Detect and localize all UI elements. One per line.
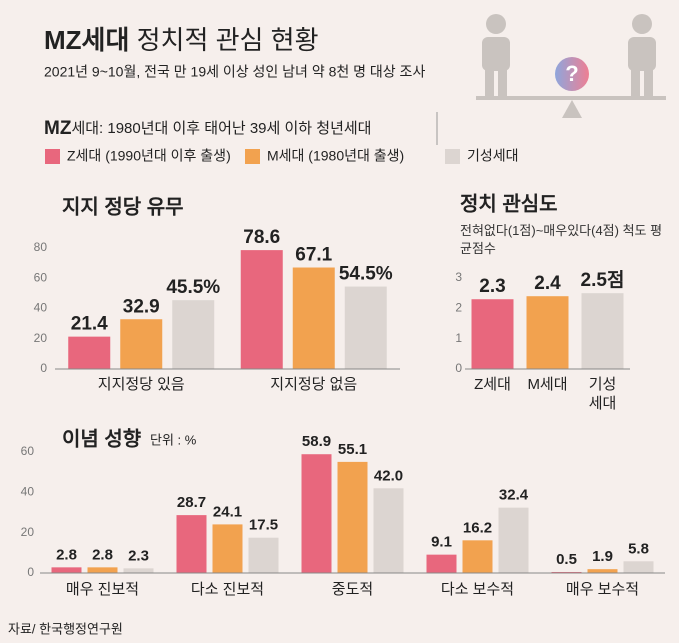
value-label: 2.8 (92, 546, 113, 563)
bar (87, 567, 118, 573)
value-label: 55.1 (338, 441, 367, 458)
bar (581, 293, 624, 369)
value-label: 2.4 (534, 273, 561, 294)
bar (526, 296, 569, 369)
value-label: 32.9 (123, 296, 160, 317)
unit-label: 단위 : % (150, 432, 197, 447)
y-tick-label: 40 (34, 301, 48, 315)
x-tick-label: 매우 보수적 (565, 581, 640, 598)
bar (176, 515, 207, 573)
y-tick-label: 60 (21, 444, 35, 458)
legend-label: 기성세대 (467, 148, 519, 164)
bar (426, 554, 457, 573)
bar (462, 540, 493, 573)
value-label: 45.5% (166, 277, 220, 298)
value-label: 2.8 (56, 546, 77, 563)
value-label: 21.4 (71, 314, 108, 335)
value-label: 2.3 (128, 547, 149, 564)
y-tick-label: 2 (455, 301, 462, 315)
value-label: 54.5% (339, 264, 393, 285)
y-tick-label: 3 (455, 270, 462, 284)
bar (373, 488, 404, 573)
value-label: 2.3 (479, 276, 505, 297)
bar (337, 461, 368, 573)
bar (68, 336, 111, 369)
title-bold: MZ세대 (44, 25, 129, 55)
value-label: 67.1 (295, 245, 332, 266)
y-tick-label: 20 (21, 525, 35, 539)
x-tick-label: 지지정당 없음 (270, 376, 358, 393)
y-tick-label: 0 (455, 361, 462, 375)
x-tick-label: 지지정당 있음 (97, 376, 185, 393)
y-tick-label: 1 (455, 331, 462, 345)
title-rest: 정치적 관심 현황 (137, 25, 319, 55)
value-label: 9.1 (431, 534, 452, 551)
bar (51, 567, 82, 573)
bar (471, 299, 514, 369)
legend-label: M세대 (1980년대 출생) (267, 148, 404, 164)
icon-text: ? (565, 61, 578, 86)
legend-note-rest: 세대: 1980년대 이후 태어난 39세 이하 청년세대 (71, 120, 371, 137)
y-tick-label: 80 (34, 240, 48, 254)
bar (551, 571, 582, 573)
y-tick-label: 0 (40, 361, 47, 375)
value-label: 17.5 (249, 517, 278, 534)
value-label: 24.1 (213, 503, 242, 520)
legend-swatch (445, 149, 460, 164)
x-tick-label: 다소 진보적 (190, 581, 265, 598)
chart-title: 정치 관심도 (460, 192, 558, 215)
y-tick-label: 20 (34, 331, 48, 345)
legend-note-bold: MZ (44, 118, 72, 139)
y-tick-label: 60 (34, 270, 48, 284)
bar (498, 507, 529, 573)
chart-title: 지지 정당 유무 (62, 195, 184, 218)
value-label: 42.0 (374, 467, 403, 484)
icon-circle (555, 57, 589, 91)
bar (623, 561, 654, 573)
x-tick-label: M세대 (527, 376, 568, 393)
x-tick-label: 다소 보수적 (440, 581, 515, 598)
icon (476, 14, 666, 118)
value-label: 58.9 (302, 433, 331, 450)
bar (240, 250, 283, 369)
source: 자료/ 한국행정연구원 (8, 621, 123, 636)
bar (123, 568, 154, 573)
legend-swatch (45, 149, 60, 164)
x-tick-label: Z세대 (474, 376, 511, 393)
bar (587, 569, 618, 573)
bar (172, 300, 215, 369)
x-tick-label: 중도적 (331, 581, 374, 598)
value-label: 5.8 (628, 540, 649, 557)
bar (301, 454, 332, 573)
legend-label: Z세대 (1990년대 이후 출생) (67, 148, 231, 164)
value-label: 78.6 (243, 227, 280, 248)
legend-note: MZ세대: 1980년대 이후 태어난 39세 이하 청년세대 (44, 118, 371, 139)
y-tick-label: 0 (27, 565, 34, 579)
subtitle: 2021년 9~10월, 전국 만 19세 이상 성인 남녀 약 8천 명 대상… (44, 64, 425, 80)
x-tick-label: 기성 세대 (588, 376, 617, 412)
value-label: 28.7 (177, 494, 206, 511)
bar (292, 267, 335, 369)
chart-subtitle: 전혀없다(1점)~매우있다(4점) 척도 평균점수 (460, 223, 663, 256)
y-tick-label: 40 (21, 485, 35, 499)
legend-swatch (245, 149, 260, 164)
value-label: 1.9 (592, 548, 613, 565)
value-label: 2.5점 (581, 269, 625, 291)
title: MZ세대 정치적 관심 현황 (44, 25, 319, 55)
chart-title: 이념 성향 (62, 427, 142, 450)
value-label: 0.5 (556, 551, 577, 568)
bar (344, 286, 387, 369)
bar (212, 524, 243, 573)
bar (248, 537, 279, 573)
bar (120, 319, 163, 369)
x-tick-label: 매우 진보적 (65, 581, 140, 598)
value-label: 32.4 (499, 487, 529, 504)
value-label: 16.2 (463, 519, 492, 536)
